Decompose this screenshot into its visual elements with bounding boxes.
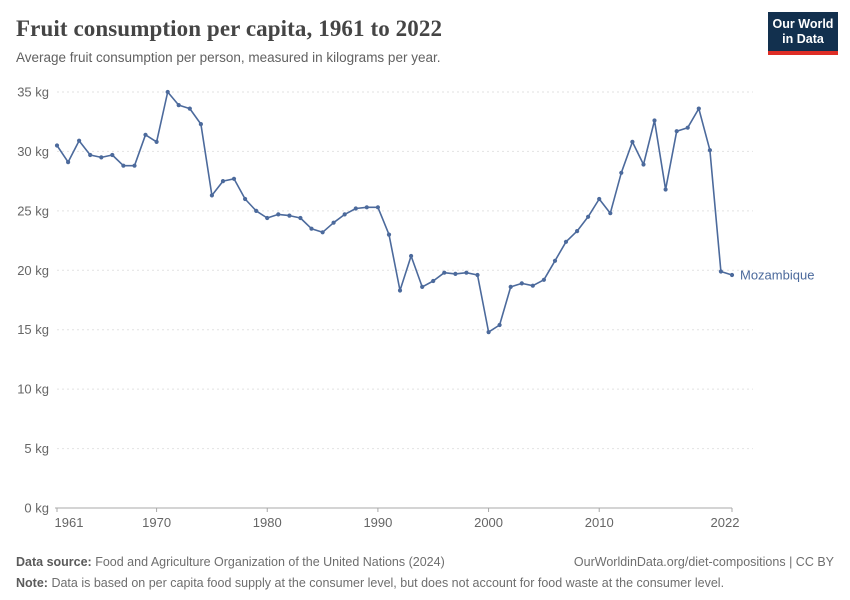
x-tick-label: 2010 (585, 515, 614, 530)
data-point (552, 258, 558, 263)
license-text: | CC BY (785, 555, 834, 569)
chart-header: Fruit consumption per capita, 1961 to 20… (0, 0, 850, 78)
y-tick-label: 25 kg (17, 203, 49, 218)
data-point (176, 103, 181, 108)
data-point (187, 106, 192, 111)
data-point (298, 215, 303, 221)
y-tick-label: 15 kg (17, 322, 49, 337)
data-point (154, 139, 159, 144)
data-point (386, 232, 392, 237)
data-point (309, 226, 314, 231)
line-chart: 0 kg 5 kg 10 kg 15 kg 20 kg 25 kg 30 kg 35 kg 19… (17, 85, 814, 531)
data-point (586, 214, 591, 219)
data-point (563, 239, 569, 244)
data-point (243, 196, 248, 202)
data-point (663, 187, 668, 192)
note-label: Note: (16, 576, 48, 590)
data-point (519, 281, 524, 286)
y-tick-label: 0 kg (24, 501, 49, 516)
data-point (453, 271, 458, 276)
owid-url-link[interactable]: OurWorldinData.org/diet-compositions (573, 555, 786, 569)
data-point (265, 215, 270, 221)
data-point (619, 170, 624, 175)
data-point (464, 270, 469, 275)
data-source-text: Food and Agriculture Organization of the… (95, 555, 445, 569)
data-point (165, 89, 170, 95)
data-point (685, 125, 690, 130)
data-point (541, 277, 547, 282)
data-point (54, 143, 60, 148)
data-point (409, 253, 414, 259)
data-point (77, 138, 82, 143)
page-title: Fruit consumption per capita, 1961 to 20… (16, 16, 443, 41)
data-point (575, 229, 580, 234)
data-point (132, 163, 137, 168)
data-point (342, 212, 347, 217)
data-point (674, 129, 679, 134)
data-point (88, 152, 93, 158)
data-point (276, 212, 281, 217)
chart-note: Note: Data is based on per capita food s… (16, 576, 834, 590)
data-point (121, 163, 126, 168)
data-point (66, 160, 71, 165)
series-end-label: Mozambique (740, 268, 814, 283)
data-point (143, 132, 148, 137)
owid-logo-line2: in Data (782, 32, 824, 47)
data-point (729, 272, 735, 278)
data-point (331, 220, 336, 225)
data-point (287, 213, 292, 218)
data-point (420, 284, 425, 289)
chart-subtitle: Average fruit consumption per person, me… (16, 50, 441, 65)
y-tick-label: 20 kg (17, 263, 49, 278)
x-tick-label: 2022 (711, 515, 740, 530)
data-point (475, 272, 480, 278)
data-point (597, 196, 602, 202)
data-point (508, 284, 513, 289)
chart-footer: Data source: Food and Agriculture Organi… (0, 555, 850, 590)
data-point (320, 230, 325, 235)
data-point (707, 148, 713, 153)
y-tick-label: 35 kg (17, 85, 49, 100)
data-point (397, 288, 403, 293)
data-point (608, 211, 613, 216)
note-text: Data is based on per capita food supply … (51, 576, 725, 590)
owid-logo-line1: Our World (772, 17, 834, 31)
data-point (375, 205, 380, 210)
data-point (431, 278, 436, 284)
data-source: Data source: Food and Agriculture Organi… (16, 555, 445, 569)
data-point (209, 193, 214, 198)
data-point (353, 206, 358, 211)
data-point (442, 270, 447, 275)
x-tick-label: 1990 (363, 515, 392, 530)
data-point (99, 155, 104, 160)
data-point (652, 118, 657, 123)
data-source-label: Data source: (16, 555, 92, 569)
y-tick-label: 10 kg (17, 382, 49, 397)
data-point (696, 106, 701, 111)
data-point (110, 152, 115, 158)
data-point (486, 330, 491, 335)
data-point (497, 322, 502, 328)
y-tick-label: 30 kg (17, 144, 49, 159)
owid-logo[interactable]: Our World in Data (768, 12, 838, 55)
data-point (198, 122, 203, 127)
data-point (630, 139, 635, 144)
x-tick-label: 1970 (142, 515, 171, 530)
data-point (641, 162, 646, 167)
data-point (220, 179, 226, 184)
y-tick-label: 5 kg (24, 441, 49, 456)
data-point (718, 269, 724, 274)
x-tick-label: 1980 (253, 515, 282, 530)
data-line (56, 91, 733, 333)
data-point (364, 205, 369, 210)
data-point (254, 208, 259, 213)
x-tick-label: 2000 (474, 515, 503, 530)
x-tick-label: 1961 (55, 515, 84, 530)
data-point (231, 176, 237, 181)
data-point (530, 283, 535, 288)
footer-right: OurWorldinData.org/diet-compositions | C… (574, 555, 834, 569)
